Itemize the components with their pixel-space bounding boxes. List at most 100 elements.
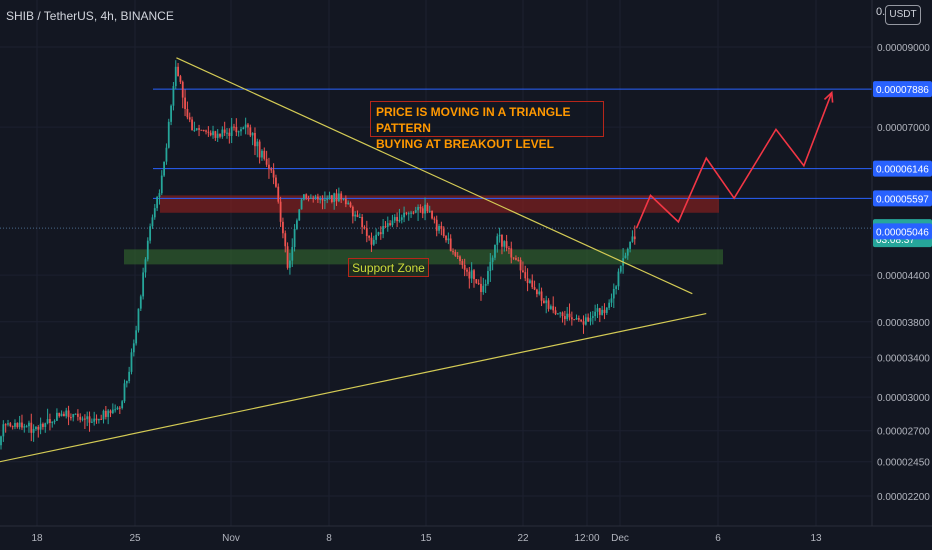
candle-body bbox=[515, 258, 517, 260]
candle-body bbox=[340, 193, 343, 200]
candle-body bbox=[449, 238, 452, 252]
candle-body bbox=[377, 232, 380, 235]
candle-body bbox=[153, 208, 156, 218]
level-price-badge bbox=[873, 81, 932, 98]
candle-body bbox=[396, 217, 398, 222]
candle-body bbox=[482, 285, 485, 293]
candle-body bbox=[200, 129, 203, 131]
projection-line bbox=[635, 92, 833, 229]
candle-body bbox=[307, 198, 310, 200]
time-tick-label: Dec bbox=[611, 533, 629, 544]
candle-body bbox=[566, 313, 569, 320]
time-axis[interactable]: 18 25 Nov 8 15 22 12:00 Dec 6 13 bbox=[0, 525, 932, 544]
candle-body bbox=[323, 199, 326, 201]
candle-body bbox=[221, 129, 224, 137]
candle-body bbox=[170, 105, 172, 122]
candle-body bbox=[261, 150, 263, 158]
candle-body bbox=[440, 225, 443, 229]
candle-body bbox=[538, 291, 541, 295]
candle-body bbox=[90, 421, 93, 423]
candle-body bbox=[158, 193, 161, 197]
candle-body bbox=[531, 280, 534, 288]
candle-body bbox=[393, 217, 396, 221]
candle-body bbox=[598, 308, 601, 315]
candle-body bbox=[28, 422, 30, 427]
candle-body bbox=[309, 197, 312, 199]
candle-body bbox=[631, 236, 634, 242]
candle-body bbox=[335, 193, 338, 202]
candle-body bbox=[242, 127, 245, 130]
candle-body bbox=[137, 308, 140, 331]
candle-body bbox=[573, 319, 576, 321]
price-zones bbox=[124, 195, 723, 265]
price-tick-label: 0.00002200 bbox=[877, 492, 930, 503]
candle-body bbox=[312, 197, 315, 199]
lower-trendline bbox=[0, 312, 707, 463]
candle-body bbox=[633, 236, 636, 240]
candle-body bbox=[505, 241, 508, 249]
candle-body bbox=[529, 280, 531, 283]
candle-body bbox=[16, 423, 19, 428]
candle-body bbox=[626, 248, 629, 256]
candle-body bbox=[410, 212, 412, 214]
candle-body bbox=[468, 271, 471, 279]
candle-body bbox=[303, 194, 305, 200]
candle-body bbox=[407, 213, 410, 215]
candle-body bbox=[428, 210, 431, 212]
candle-body bbox=[517, 259, 520, 261]
candle-body bbox=[111, 409, 114, 414]
candle-body bbox=[494, 244, 496, 258]
candle-body bbox=[333, 193, 336, 202]
candle-body bbox=[289, 260, 291, 268]
candle-body bbox=[382, 226, 385, 235]
candle-body bbox=[237, 131, 240, 133]
candle-body bbox=[254, 133, 256, 147]
currency-button[interactable]: USDT bbox=[885, 5, 921, 25]
candle-body bbox=[107, 410, 110, 417]
candle-body bbox=[139, 296, 142, 309]
candle-body bbox=[372, 239, 375, 245]
candle-body bbox=[272, 170, 275, 178]
candle-body bbox=[207, 131, 210, 133]
candle-body bbox=[484, 283, 487, 286]
candle-body bbox=[629, 241, 631, 249]
note-line-1: PRICE IS MOVING IN A TRIANGLE PATTERN bbox=[376, 105, 571, 135]
candle-body bbox=[212, 131, 214, 136]
candle-body bbox=[316, 196, 319, 200]
time-tick-label: 25 bbox=[129, 533, 141, 544]
candle-body bbox=[270, 168, 273, 171]
candle-body bbox=[58, 412, 61, 417]
time-tick-label: 12:00 bbox=[574, 533, 599, 544]
candle-body bbox=[233, 126, 235, 128]
candle-body bbox=[438, 225, 440, 231]
candle-body bbox=[179, 76, 182, 82]
candle-body bbox=[186, 108, 189, 118]
candle-body bbox=[461, 261, 464, 265]
candle-body bbox=[498, 234, 501, 237]
candle-body bbox=[149, 226, 152, 241]
price-axis[interactable]: 0.00009000 0.00007000 0.00004400 0.00003800… bbox=[871, 0, 932, 526]
candle-body bbox=[480, 283, 482, 293]
candle-body bbox=[435, 219, 438, 231]
candle-body bbox=[519, 259, 522, 271]
candle-body bbox=[249, 127, 252, 136]
candle-body bbox=[552, 306, 555, 311]
candle-body bbox=[286, 246, 289, 268]
candle-body bbox=[356, 214, 359, 218]
candle-body bbox=[70, 417, 72, 419]
candle-body bbox=[403, 212, 405, 218]
candle-body bbox=[365, 228, 368, 236]
price-tick-label: 0.00002450 bbox=[877, 458, 930, 469]
symbol-title: SHIB / TetherUS, 4h, BINANCE bbox=[6, 9, 174, 23]
candle-body bbox=[230, 126, 233, 136]
candle-body bbox=[174, 66, 177, 87]
time-tick-label: 15 bbox=[420, 533, 432, 544]
candle-body bbox=[244, 124, 247, 128]
candle-body bbox=[63, 413, 65, 417]
candle-body bbox=[109, 410, 112, 414]
candle-body bbox=[256, 141, 259, 147]
level-price-label: 0.00007886 bbox=[876, 85, 929, 96]
candle-body bbox=[102, 410, 105, 420]
candle-body bbox=[563, 316, 566, 320]
